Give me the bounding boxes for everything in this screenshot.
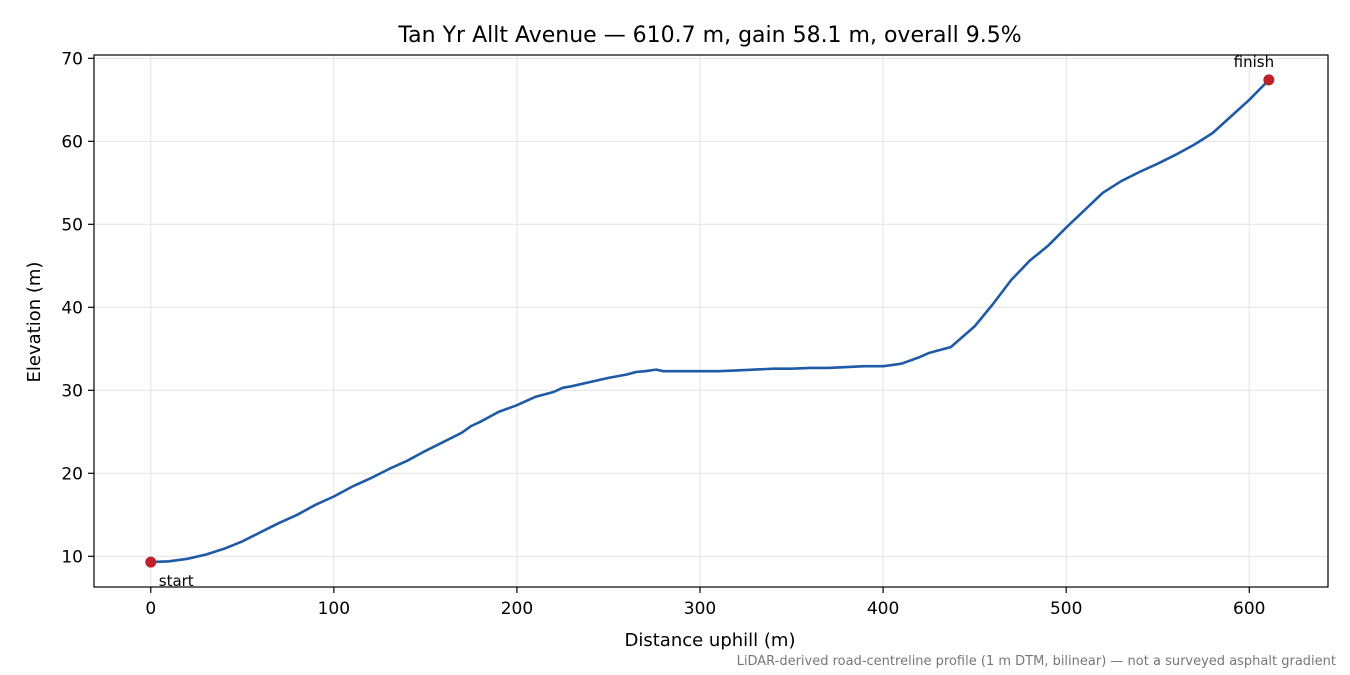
x-axis-label: Distance uphill (m) bbox=[625, 630, 796, 651]
x-tick-label: 0 bbox=[145, 599, 156, 619]
x-tick-label: 600 bbox=[1233, 599, 1265, 619]
x-tick-label: 300 bbox=[684, 599, 716, 619]
y-tick-label: 10 bbox=[61, 547, 83, 567]
x-tick-label: 500 bbox=[1050, 599, 1082, 619]
y-tick-label: 30 bbox=[61, 381, 83, 401]
y-tick-label: 50 bbox=[61, 215, 83, 235]
y-tick-label: 70 bbox=[61, 49, 83, 69]
y-tick-label: 40 bbox=[61, 298, 83, 318]
start-marker bbox=[145, 556, 157, 568]
grid bbox=[94, 55, 1328, 587]
finish-marker bbox=[1263, 74, 1275, 86]
y-axis-label: Elevation (m) bbox=[24, 262, 45, 383]
x-tick-label: 400 bbox=[867, 599, 899, 619]
x-tick-label: 100 bbox=[318, 599, 350, 619]
tick-layer: 0 100 200 300 400 500 600 10 20 30 40 50 60 70 bbox=[61, 49, 1265, 619]
y-tick-label: 20 bbox=[61, 464, 83, 484]
y-tick-label: 60 bbox=[61, 132, 83, 152]
series-layer bbox=[150, 78, 1270, 564]
start-label: start bbox=[159, 572, 194, 590]
chart-title: Tan Yr Allt Avenue — 610.7 m, gain 58.1 … bbox=[397, 23, 1021, 48]
elevation-series-line bbox=[150, 78, 1270, 564]
x-tick-label: 200 bbox=[501, 599, 533, 619]
footnote: LiDAR-derived road-centreline profile (1… bbox=[737, 654, 1336, 669]
plot-frame bbox=[93, 54, 1329, 588]
finish-label: finish bbox=[1234, 53, 1274, 71]
marker-layer: start finish bbox=[145, 53, 1275, 590]
